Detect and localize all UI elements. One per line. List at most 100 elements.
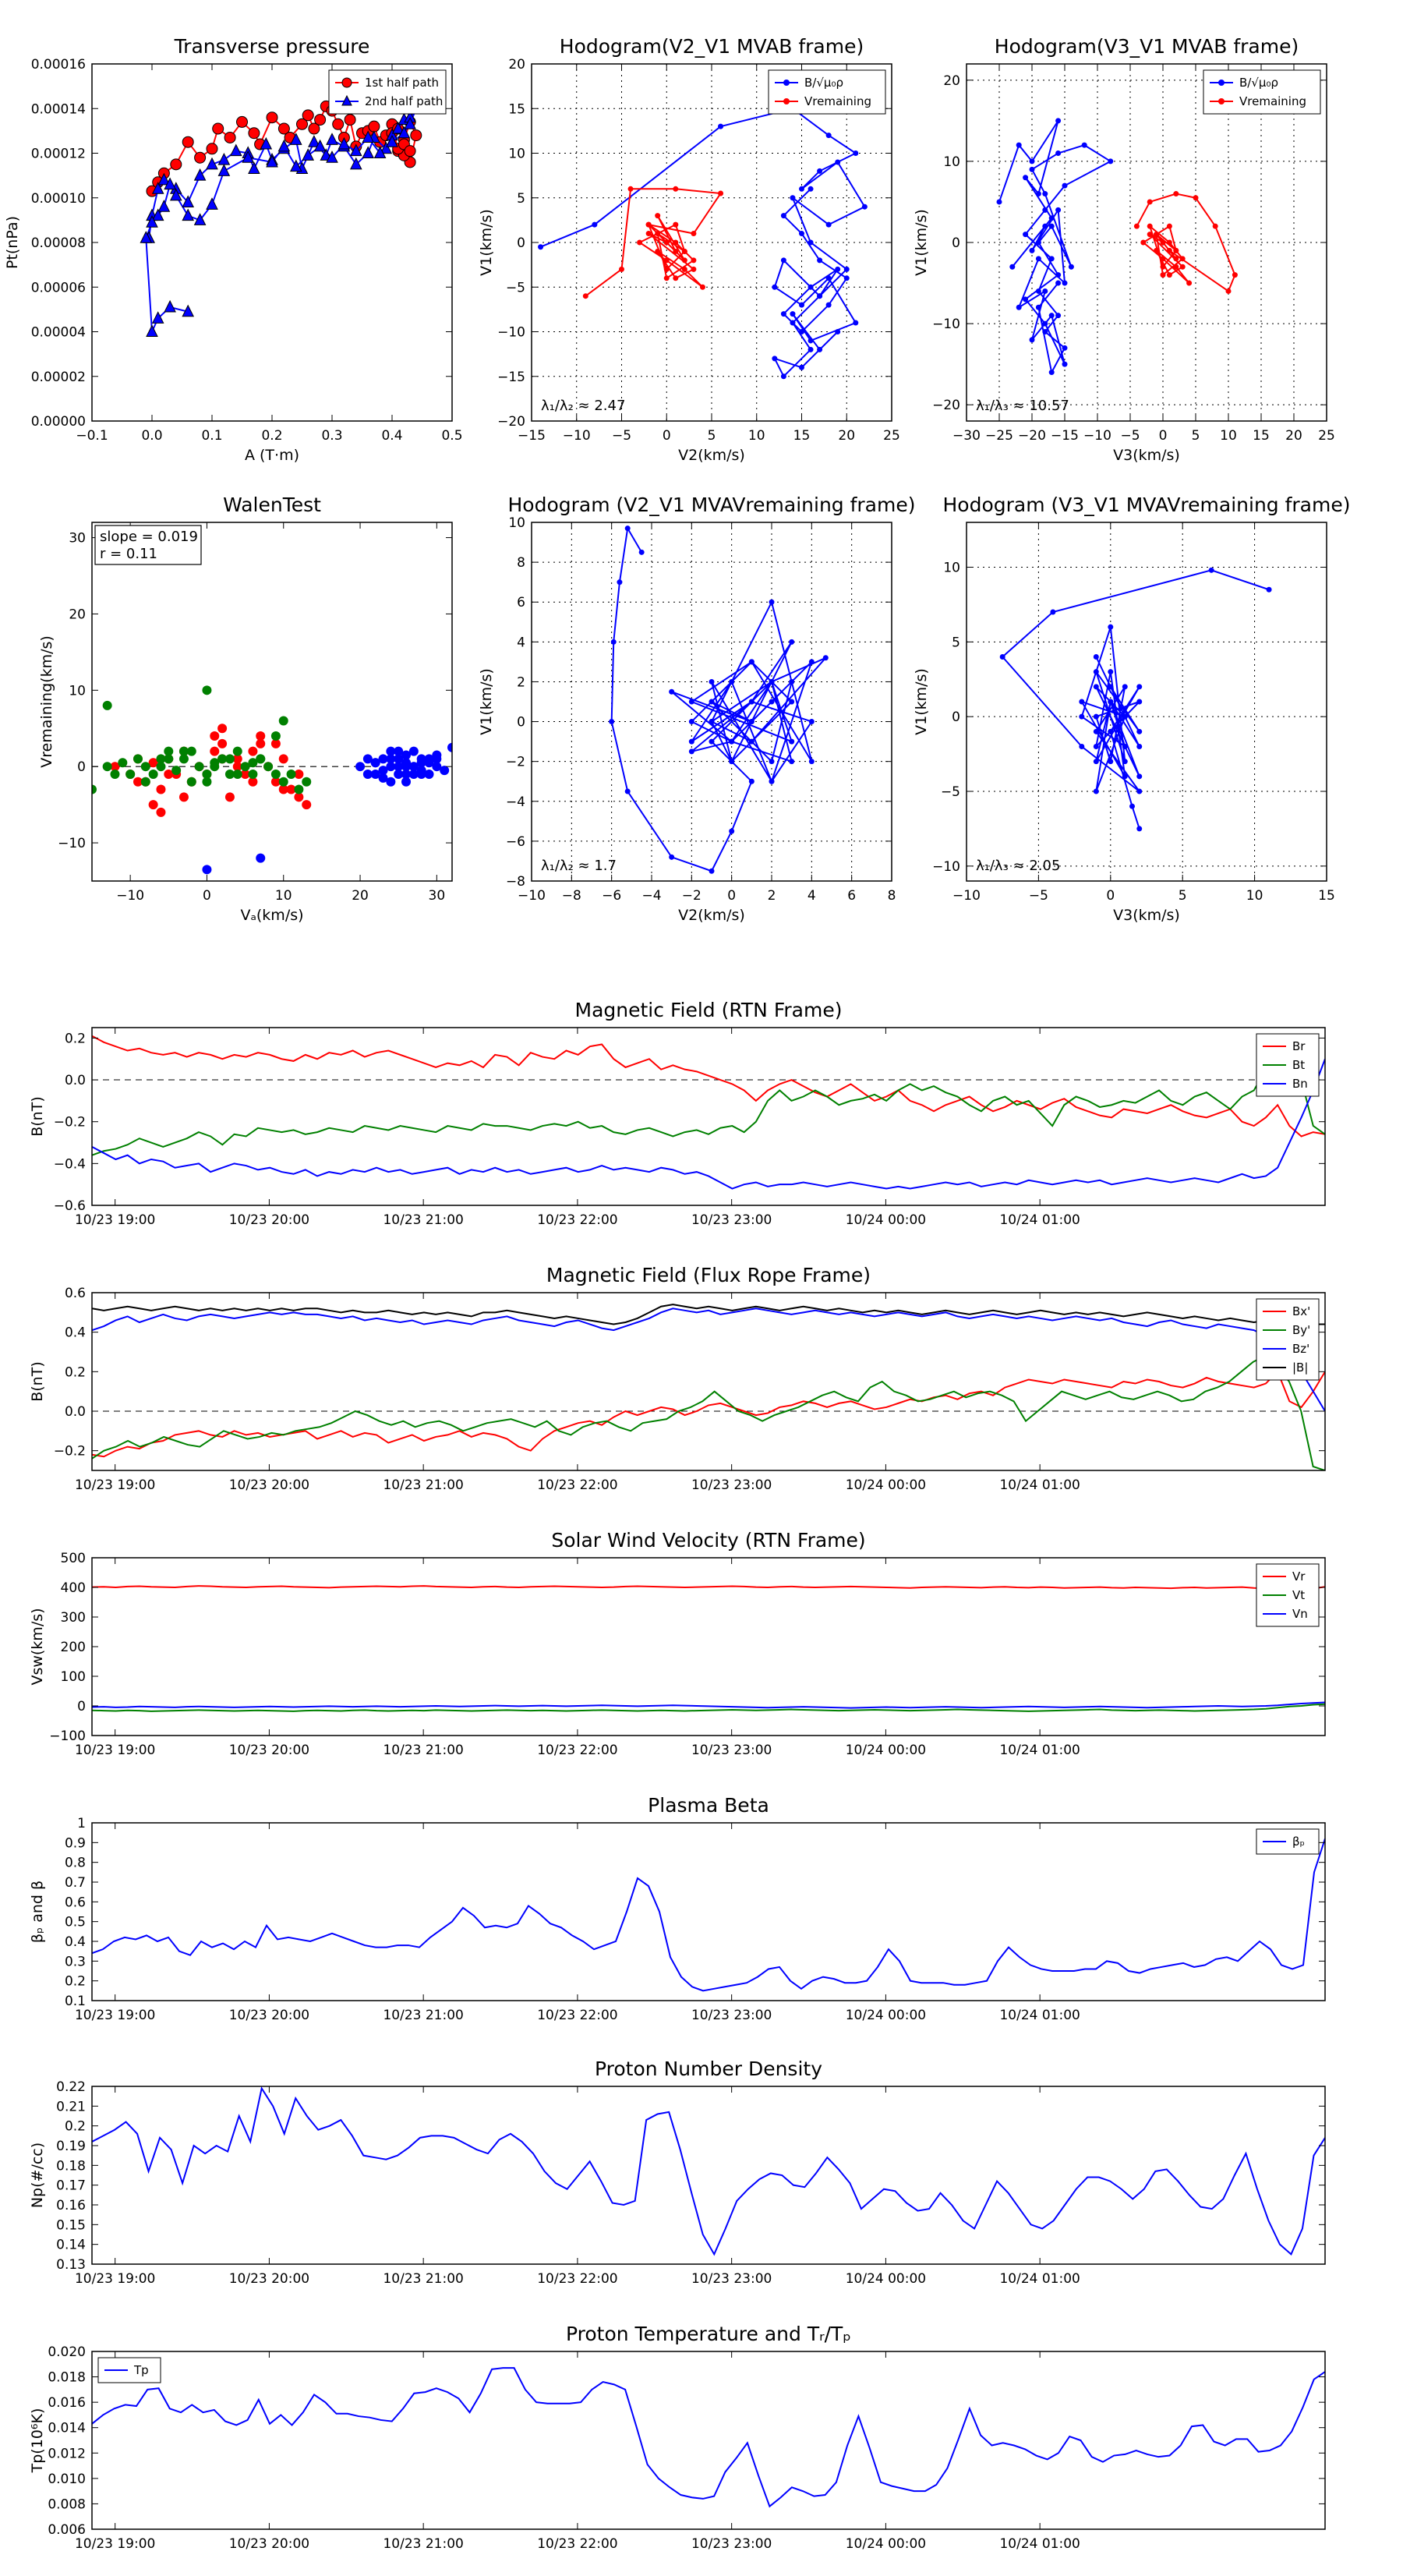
y-tick-label: 0.2 [65,1031,86,1046]
x-tick-label: 10/23 20:00 [229,2008,309,2023]
point [118,758,128,768]
point [308,122,320,135]
x-tick-label: 10/24 00:00 [846,1743,926,1758]
x-tick-label: 10/23 21:00 [383,2536,463,2552]
point [164,299,176,313]
point [286,784,296,794]
y-tick-label: 0.00000 [31,414,86,430]
point [224,769,235,779]
point [210,762,220,772]
point [194,151,207,164]
legend-marker [341,77,352,88]
x-tick-label: −15 [518,428,546,444]
point [416,769,426,779]
point [780,373,786,380]
point [669,688,675,695]
legend-box [768,69,886,115]
series-line-B/√μ₀ρ [998,120,1112,375]
x-tick-label: 0 [663,428,671,444]
point [232,762,242,772]
series-line-Tp [92,2367,1325,2508]
y-tick-label: −20 [497,414,525,430]
x-tick-label: 10/23 21:00 [383,1743,463,1758]
point [772,284,778,290]
y-tick-label: 500 [61,1551,86,1566]
point [362,769,373,779]
point [780,213,786,219]
point [663,239,670,246]
point [1055,150,1062,156]
point [610,639,617,645]
x-tick-label: −15 [1051,428,1079,444]
chart-hodogram-v2-v1-mvab: Hodogram(V2_V1 MVAB frame) −15 −10 −5 0 5 10 15… [478,35,900,464]
y-tick-label: 0.012 [48,2446,86,2461]
ratio-annotation: λ₁/λ₃ ≈ 10.57 [976,398,1069,414]
x-tick-label: 10/23 23:00 [691,2271,772,2287]
point [146,215,158,228]
y-tick-label: −15 [497,370,525,385]
y-axis-label: Vsw(km/s) [29,1608,46,1685]
legend-label: Vt [1292,1588,1305,1602]
point [1068,264,1074,270]
point [432,762,442,772]
point [140,777,150,787]
point [278,754,288,764]
point [206,197,218,210]
point [1093,713,1099,720]
point [808,284,814,290]
x-tick-label: 10/24 00:00 [846,2008,926,2023]
point [386,135,398,147]
point [212,122,224,135]
point [718,190,724,196]
point [1160,256,1166,262]
point [278,784,288,794]
point [790,311,796,317]
chart-plasma-beta: Plasma Beta 10/23 19:00 10/23 20:00 10/23 2… [29,1794,1326,2023]
point [432,750,442,760]
point [344,114,356,126]
y-tick-label: 0.2 [65,1364,86,1380]
y-tick-label: 1 [77,1816,86,1831]
point [217,738,228,748]
y-tick-label: 0.0 [65,1073,86,1088]
point [148,758,158,768]
point [1108,699,1114,705]
x-tick-label: 10/23 22:00 [537,1743,617,1758]
y-tick-label: 0.16 [56,2198,86,2213]
plot-area [999,567,1272,832]
point [1212,223,1218,229]
point [133,754,143,764]
legend-marker [783,80,790,86]
y-tick-label: 10 [943,154,960,170]
point [769,778,775,784]
series-line-Bx' [92,1370,1325,1458]
x-tick-label: 15 [1253,428,1270,444]
point [1140,239,1147,246]
series-line-hodogram [1001,569,1270,830]
point [691,257,697,264]
x-tick-label: 10/24 01:00 [999,1212,1080,1228]
point [206,157,218,170]
x-tick-label: 5 [708,428,716,444]
plot-area [92,1304,1325,1470]
point [1042,223,1048,229]
point [401,769,412,779]
point [302,148,315,161]
point [362,130,375,143]
y-tick-label: −5 [941,784,960,800]
x-tick-label: 10/24 00:00 [846,1212,926,1228]
legend-label: Bn [1292,1077,1308,1091]
point [1093,759,1099,765]
y-tick-label: 0.020 [48,2344,86,2360]
x-tick-label: 4 [808,888,816,904]
plot-area [92,1585,1325,1712]
x-tick-label: 10/23 22:00 [537,1212,617,1228]
y-tick-label: 0.5 [65,1915,86,1930]
point [294,784,304,794]
y-axis-label: Tp(10⁶K) [29,2408,46,2474]
point [1023,296,1029,303]
point [394,769,404,779]
point [362,146,375,158]
point [1050,609,1056,615]
point [789,639,795,645]
